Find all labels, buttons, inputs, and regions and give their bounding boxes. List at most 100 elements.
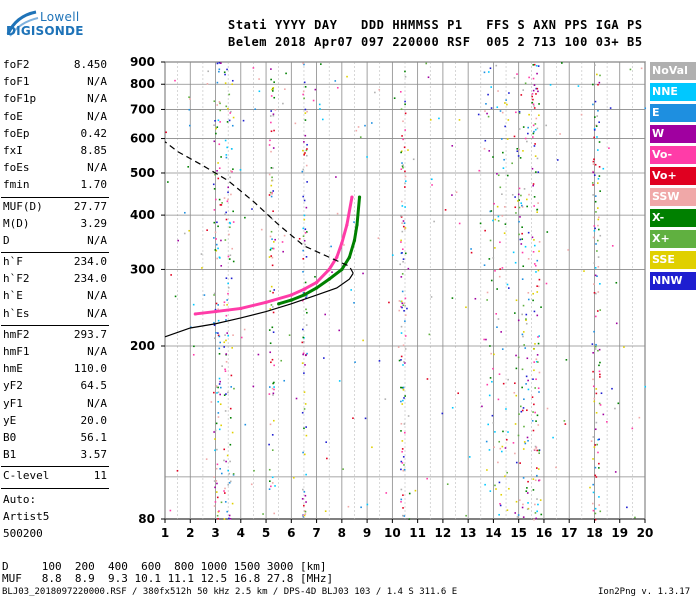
echo-dot [538,335,541,337]
y-tick-label: 900 [130,55,155,69]
echo-dot [213,188,216,190]
param-row: M(D) 3.29 [1,217,109,234]
echo-dot [227,282,229,285]
echo-dot [526,436,529,439]
echo-dot [226,146,228,149]
echo-dot [228,233,230,236]
echo-dot [592,236,595,239]
echo-dot [589,486,591,489]
echo-dot [490,352,492,355]
echo-dot [521,368,524,371]
echo-dot [304,281,307,284]
echo-dot [270,485,272,488]
echo-dot [215,238,217,240]
x-tick-label: 15 [510,526,527,540]
echo-dot [592,170,594,173]
series-point [314,286,319,290]
series-point [302,287,306,291]
echo-dot [499,268,501,270]
echo-dot [521,206,524,208]
echo-dot [532,98,534,101]
echo-dot [451,406,454,409]
echo-dot [596,136,598,138]
echo-dot [304,243,306,246]
echo-dot [401,462,404,464]
echo-dot [532,250,535,253]
echo-dot [400,355,403,358]
echo-dot [230,110,232,113]
echo-dot [188,108,191,111]
param-label: h`F2 [3,272,30,286]
echo-dot [353,301,355,304]
echo-dot [491,414,494,417]
echo-dot [404,129,406,131]
echo-dot [503,232,506,234]
echo-dot [515,354,517,357]
echo-dot [224,334,226,336]
echo-dot [303,372,305,374]
echo-dot [268,194,271,196]
echo-dot [306,154,308,157]
echo-dot [597,265,600,268]
echo-dot [231,502,234,505]
echo-dot [225,339,227,342]
echo-dot [535,171,537,173]
echo-dot [513,77,516,79]
echo-dot [531,236,534,239]
echo-dot [536,87,539,90]
echo-dot [496,205,499,208]
echo-dot [519,238,522,241]
echo-dot [302,353,304,356]
echo-dot [305,426,307,428]
echo-dot [590,440,593,442]
echo-dot [218,510,220,512]
echo-dot [512,442,515,444]
legend-item: X+ [650,230,696,248]
echo-dot [303,81,306,84]
echo-dot [227,107,229,110]
echo-dot [312,99,315,102]
echo-dot [504,447,507,449]
echo-dot [338,329,341,332]
echo-dot [537,468,540,470]
echo-dot [518,220,520,223]
echo-dot [494,270,496,272]
echo-dot [223,490,225,492]
param-label: hmF2 [3,327,30,341]
header-labels: Stati YYYY DAY DDD HHMMSS P1 FFS S AXN P… [228,18,643,32]
echo-dot [531,167,534,170]
echo-dot [494,484,496,487]
echo-dot [272,167,274,169]
echo-dot [516,516,519,518]
echo-dot [231,170,233,173]
echo-dot [304,108,307,111]
echo-dot [501,215,504,217]
echo-dot [270,121,272,124]
echo-dot [485,440,488,443]
echo-dot [272,113,275,116]
echo-dot [272,90,274,92]
legend-item: Vo- [650,146,696,164]
echo-dot [527,502,529,504]
echo-dot [304,231,307,234]
echo-dot [508,92,510,94]
echo-dot [304,403,307,405]
echo-dot [272,147,275,149]
echo-dot [433,220,435,223]
echo-dot [306,110,308,113]
echo-dot [536,259,539,262]
echo-dot [524,245,527,248]
echo-dot [522,126,525,128]
param-label: h`F [3,255,23,269]
echo-dot [228,481,231,484]
echo-dot [404,227,407,229]
echo-dot [592,458,594,460]
echo-dot [487,71,490,73]
echo-dot [497,215,500,218]
param-label: M(D) [3,216,30,230]
echo-dot [481,405,483,408]
series-point [239,306,243,311]
echo-dot [302,292,305,294]
legend: NoVal NNE E W Vo- Vo+ SSW X- X+ SSE NNW [650,62,696,293]
echo-dot [400,460,403,463]
